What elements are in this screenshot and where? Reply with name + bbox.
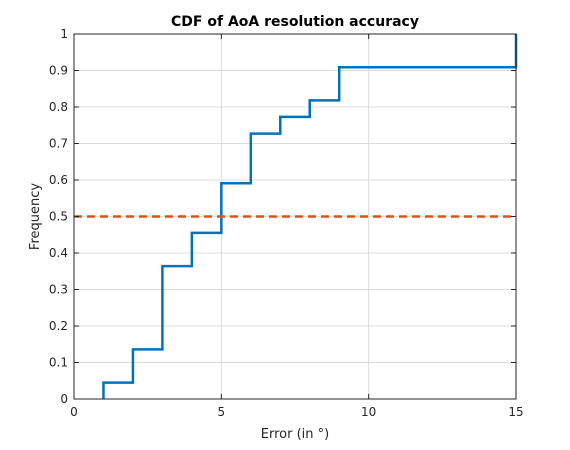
y-tick-label: 0.6 [49,173,68,187]
x-tick-label: 0 [70,405,78,419]
x-tick-label: 5 [218,405,226,419]
y-tick-label: 0.1 [49,356,68,370]
y-tick-label: 1 [60,27,68,41]
x-axis-label: Error (in °) [261,427,329,442]
y-tick-label: 0.5 [49,210,68,224]
y-tick-label: 0.7 [49,137,68,151]
cdf-step-line [102,34,518,399]
y-tick-label: 0.8 [49,100,68,114]
y-tick-label: 0 [60,392,68,406]
y-tick-label: 0.4 [49,246,68,260]
y-tick-label: 0.2 [49,319,68,333]
y-tick-label: 0.9 [49,64,68,78]
chart-title: CDF of AoA resolution accuracy [171,14,419,30]
x-tick-label: 10 [361,405,376,419]
series-layer [74,34,518,399]
y-tick-label: 0.3 [49,283,68,297]
tick-layer: 0 5 10 15 0 0.1 0.2 0.3 0.4 0.5 0.6 0.7 0.8 0.9 1 [49,27,524,419]
y-axis-label: Frequency [28,183,43,250]
x-tick-label: 15 [508,405,523,419]
